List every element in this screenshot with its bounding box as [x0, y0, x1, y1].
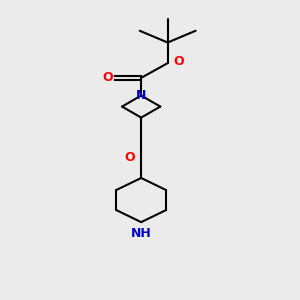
- Text: O: O: [125, 151, 135, 164]
- Text: O: O: [173, 55, 184, 68]
- Text: O: O: [102, 71, 112, 84]
- Text: N: N: [136, 89, 146, 102]
- Text: NH: NH: [131, 227, 152, 240]
